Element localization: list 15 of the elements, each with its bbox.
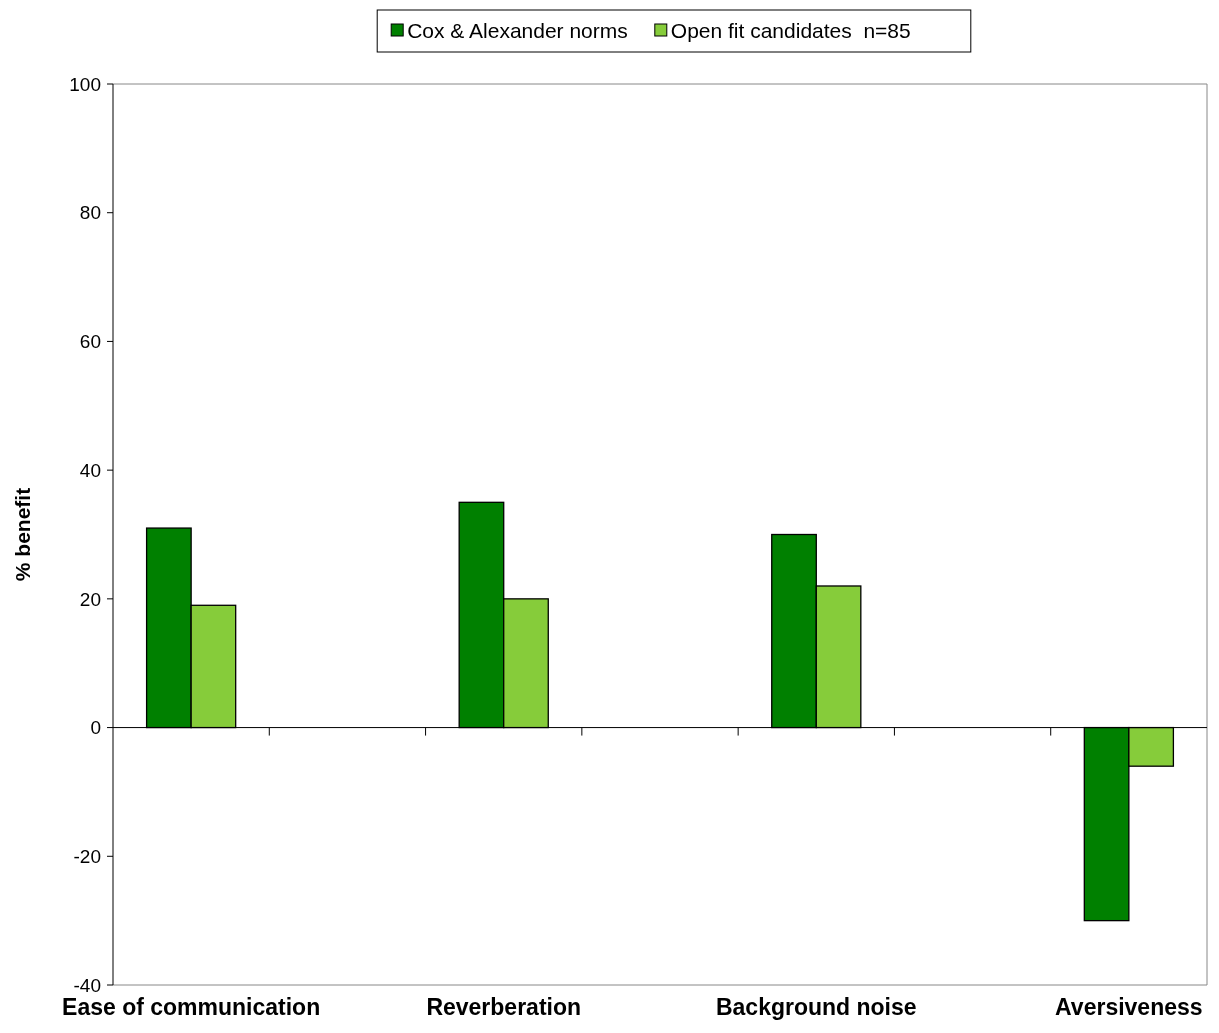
y-tick-label: 40: [79, 459, 101, 481]
x-tick-label: Aversiveness: [1055, 994, 1203, 1020]
x-tick-label: Reverberation: [426, 994, 582, 1020]
legend-label: Cox & Alexander norms: [407, 19, 628, 43]
x-tick-label: Background noise: [715, 994, 917, 1020]
y-tick-label: 100: [69, 73, 101, 95]
legend-label: Open fit candidates n=85: [670, 19, 911, 43]
y-axis-title: % benefit: [11, 487, 34, 582]
x-tick-label: Ease of communication: [62, 994, 321, 1020]
y-tick-label: 60: [79, 331, 101, 353]
y-tick-label: 80: [79, 202, 101, 224]
y-tick-label: -40: [73, 974, 101, 996]
y-tick-label: 20: [79, 588, 101, 610]
y-tick-label: 0: [90, 717, 101, 739]
y-tick-label: -20: [73, 845, 101, 867]
